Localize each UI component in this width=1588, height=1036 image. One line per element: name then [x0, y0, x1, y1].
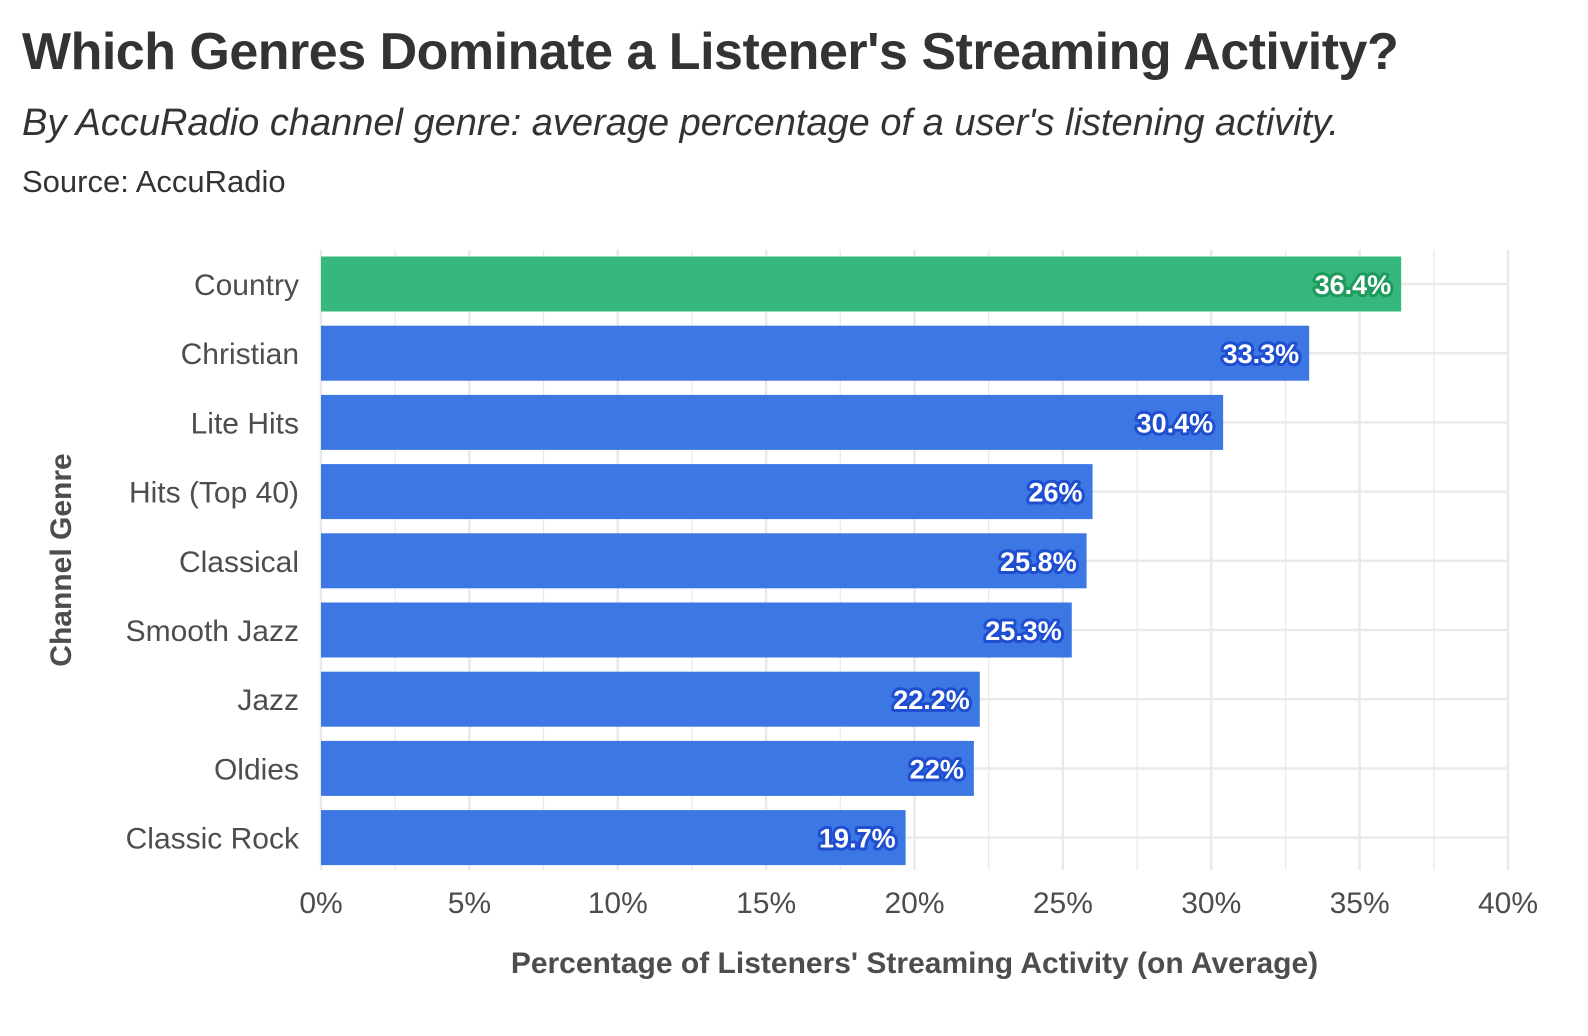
bar-value-label: 19.7% — [819, 824, 896, 854]
x-tick-label: 5% — [448, 887, 491, 920]
x-tick-label: 0% — [299, 887, 342, 920]
y-tick-label: Classic Rock — [126, 823, 300, 856]
bar-lite-hits — [321, 394, 1224, 450]
y-tick-label: Classical — [179, 546, 299, 579]
bar-value-label: 33.3% — [1223, 339, 1300, 369]
bar-value-label: 36.4% — [1315, 270, 1392, 300]
x-tick-label: 30% — [1181, 887, 1241, 920]
bar-value-label: 22.2% — [893, 685, 970, 715]
x-axis-ticks: 0% 5% 10% 15% 20% 25% 30% 35% 40% — [299, 887, 1538, 920]
chart-caption: Source: AccuRadio — [22, 164, 286, 199]
y-tick-label: Lite Hits — [191, 407, 299, 440]
y-tick-label: Smooth Jazz — [126, 615, 299, 648]
y-tick-label: Jazz — [237, 684, 299, 717]
bar-country — [321, 256, 1402, 312]
bar-value-label: 22% — [910, 754, 964, 784]
y-axis-title: Channel Genre — [45, 453, 78, 666]
bar-classical — [321, 533, 1087, 589]
bar-value-label: 30.4% — [1137, 408, 1214, 438]
x-tick-label: 15% — [736, 887, 796, 920]
y-axis-ticks: Country Christian Lite Hits Hits (Top 40) Cl… — [126, 269, 300, 856]
bar-value-label: 25.3% — [985, 616, 1062, 646]
y-tick-label: Oldies — [214, 753, 299, 786]
bar-jazz — [321, 671, 980, 727]
x-tick-label: 25% — [1033, 887, 1093, 920]
x-tick-label: 35% — [1330, 887, 1390, 920]
bar-christian — [321, 325, 1310, 381]
y-tick-label: Country — [194, 269, 299, 302]
bar-value-label: 26% — [1029, 478, 1083, 508]
bar-smooth-jazz — [321, 602, 1072, 658]
y-tick-label: Christian — [181, 338, 299, 371]
x-axis-title: Percentage of Listeners' Streaming Activ… — [511, 947, 1318, 980]
bar-hits-top-40 — [321, 464, 1093, 520]
x-tick-label: 10% — [588, 887, 648, 920]
x-tick-label: 40% — [1478, 887, 1538, 920]
chart-title: Which Genres Dominate a Listener's Strea… — [22, 23, 1399, 81]
bars: 36.4% 33.3% 30.4% 26% 25.8% 25.3% 22.2% 22% 19.7… — [321, 256, 1402, 866]
x-tick-label: 20% — [884, 887, 944, 920]
bar-value-label: 25.8% — [1000, 547, 1077, 577]
chart-subtitle: By AccuRadio channel genre: average perc… — [22, 102, 1339, 144]
bar-oldies — [321, 740, 974, 796]
bar-classic-rock — [321, 810, 906, 866]
y-tick-label: Hits (Top 40) — [129, 477, 299, 510]
